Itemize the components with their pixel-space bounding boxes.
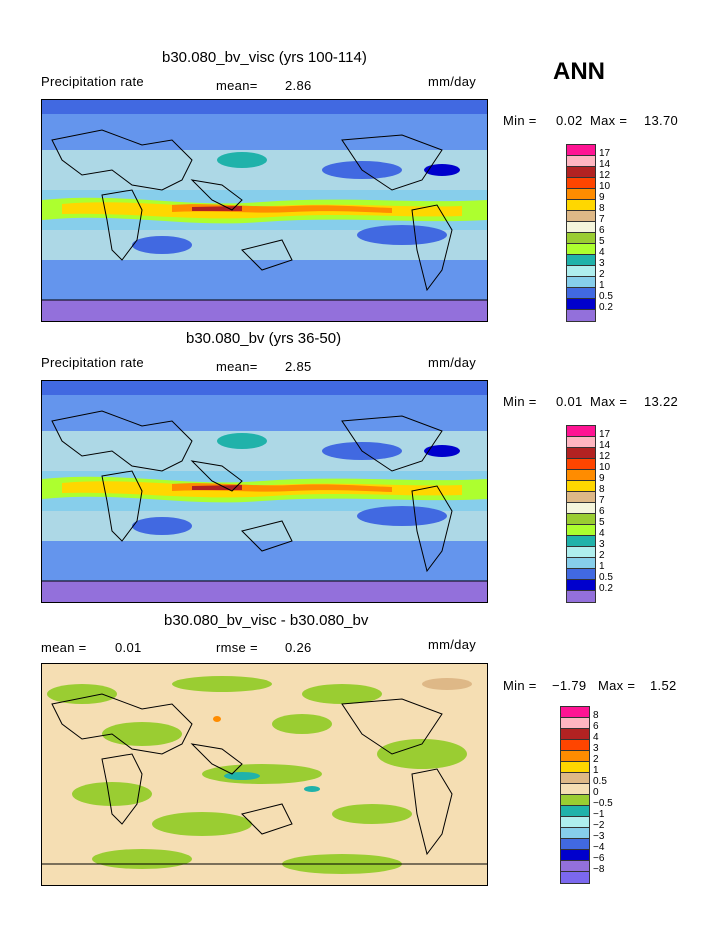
panel2-mean-label: mean= xyxy=(216,359,258,374)
season-label: ANN xyxy=(553,58,605,85)
panel2-tick: 12 xyxy=(599,451,611,462)
panel2-max-value: 13.22 xyxy=(644,394,679,409)
panel3-tick: −4 xyxy=(593,842,605,853)
panel3-tick: −8 xyxy=(593,864,605,875)
panel1-mean-label: mean= xyxy=(216,78,258,93)
panel2-tick: 6 xyxy=(599,506,605,517)
panel3-rmse-value: 0.26 xyxy=(285,640,312,655)
panel2-max-label: Max = xyxy=(590,394,628,409)
panel3-tick: 0.5 xyxy=(593,776,607,787)
panel1-title: b30.080_bv_visc (yrs 100-114) xyxy=(162,49,367,66)
panel3-map xyxy=(41,663,488,886)
panel1-tick: 12 xyxy=(599,170,611,181)
panel1-mean-value: 2.86 xyxy=(285,78,312,93)
panel2-mean-value: 2.85 xyxy=(285,359,312,374)
panel3-tick: −6 xyxy=(593,853,605,864)
panel1-colorbar xyxy=(566,144,596,322)
panel3-mean-label: mean = xyxy=(41,640,87,655)
panel1-tick: 0.2 xyxy=(599,302,613,313)
panel3-max-value: 1.52 xyxy=(650,678,677,693)
panel2-tick: 2 xyxy=(599,550,605,561)
panel2-tick: 1 xyxy=(599,561,605,572)
panel2-min-label: Min = xyxy=(503,394,537,409)
panel3-tick: −3 xyxy=(593,831,605,842)
panel2-tick: 9 xyxy=(599,473,605,484)
panel1-tick: 3 xyxy=(599,258,605,269)
panel1-variable-label: Precipitation rate xyxy=(41,74,144,89)
panel2-tick: 14 xyxy=(599,440,611,451)
panel3-tick: 2 xyxy=(593,754,599,765)
panel2-min-value: 0.01 xyxy=(556,394,583,409)
panel1-tick: 7 xyxy=(599,214,605,225)
panel1-tick: 4 xyxy=(599,247,605,258)
panel1-tick: 9 xyxy=(599,192,605,203)
panel2-map xyxy=(41,380,488,603)
panel3-title: b30.080_bv_visc - b30.080_bv xyxy=(164,612,369,629)
panel3-min-value: −1.79 xyxy=(552,678,587,693)
panel2-tick: 17 xyxy=(599,429,611,440)
panel1-map xyxy=(41,99,488,322)
panel2-units: mm/day xyxy=(428,355,477,370)
panel2-tick: 5 xyxy=(599,517,605,528)
panel3-tick: 4 xyxy=(593,732,599,743)
panel2-tick: 4 xyxy=(599,528,605,539)
panel2-tick: 7 xyxy=(599,495,605,506)
panel3-tick: 3 xyxy=(593,743,599,754)
panel3-tick: 0 xyxy=(593,787,599,798)
panel1-max-value: 13.70 xyxy=(644,113,679,128)
panel1-tick: 1 xyxy=(599,280,605,291)
panel1-units: mm/day xyxy=(428,74,477,89)
panel3-max-label: Max = xyxy=(598,678,636,693)
panel1-tick: 0.5 xyxy=(599,291,613,302)
panel1-max-label: Max = xyxy=(590,113,628,128)
panel1-tick: 10 xyxy=(599,181,611,192)
panel2-tick: 3 xyxy=(599,539,605,550)
panel2-variable-label: Precipitation rate xyxy=(41,355,144,370)
panel2-title: b30.080_bv (yrs 36-50) xyxy=(186,330,342,347)
panel2-colorbar xyxy=(566,425,596,603)
panel3-mean-value: 0.01 xyxy=(115,640,142,655)
panel1-tick: 8 xyxy=(599,203,605,214)
panel1-tick: 14 xyxy=(599,159,611,170)
panel3-tick: 1 xyxy=(593,765,599,776)
panel2-tick: 0.5 xyxy=(599,572,613,583)
panel2-tick: 10 xyxy=(599,462,611,473)
panel3-tick: 6 xyxy=(593,721,599,732)
panel1-tick: 5 xyxy=(599,236,605,247)
panel1-tick: 6 xyxy=(599,225,605,236)
panel3-tick: −2 xyxy=(593,820,605,831)
panel3-units: mm/day xyxy=(428,637,477,652)
panel3-min-label: Min = xyxy=(503,678,537,693)
panel3-tick: −0.5 xyxy=(593,798,613,809)
panel2-tick: 0.2 xyxy=(599,583,613,594)
panel3-tick: −1 xyxy=(593,809,605,820)
panel2-tick: 8 xyxy=(599,484,605,495)
panel3-tick: 8 xyxy=(593,710,599,721)
panel1-tick: 2 xyxy=(599,269,605,280)
panel1-min-value: 0.02 xyxy=(556,113,583,128)
panel1-tick: 17 xyxy=(599,148,611,159)
panel3-rmse-label: rmse = xyxy=(216,640,258,655)
panel3-colorbar xyxy=(560,706,590,884)
panel1-min-label: Min = xyxy=(503,113,537,128)
